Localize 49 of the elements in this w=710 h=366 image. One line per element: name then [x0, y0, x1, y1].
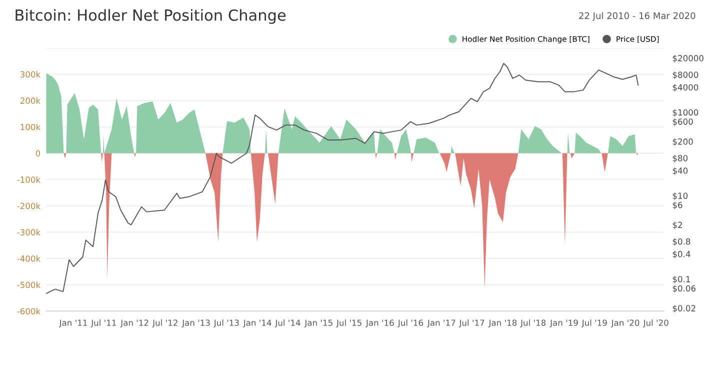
y2-tick-label: $1000: [672, 109, 698, 117]
y2-tick-label: $40: [672, 167, 688, 175]
y-tick-label: -500k: [17, 282, 41, 288]
x-tick-label: Jan '13: [182, 320, 210, 328]
chart-subtitle: 22 Jul 2010 - 16 Mar 2020: [579, 12, 696, 21]
x-tick-label: Jan '11: [58, 320, 87, 328]
y2-tick-label: $0.06: [672, 285, 696, 293]
x-tick-label: Jan '12: [120, 320, 148, 328]
y2-tick-label: $20000: [672, 54, 704, 62]
y2-tick-label: $0.1: [672, 276, 690, 284]
y-tick-label: -200k: [17, 202, 41, 210]
line-series: [46, 62, 639, 294]
y2-tick-label: $200: [672, 138, 693, 146]
x-tick-label: Jan '15: [304, 320, 332, 328]
x-tick-label: Jul '14: [274, 319, 300, 328]
chart-title: Bitcoin: Hodler Net Position Change: [16, 9, 286, 24]
x-tick-label: Jul '17: [458, 319, 484, 328]
y2-tick-label: $2: [672, 222, 682, 230]
y-tick-label: -400k: [17, 255, 41, 262]
y2-tick-label: $4000: [672, 84, 698, 92]
y-tick-label: 200k: [20, 97, 41, 104]
x-tick-label: Jul '16: [398, 319, 424, 328]
y-tick-label: 300k: [20, 71, 41, 78]
y2-tick-label: $8000: [672, 71, 698, 80]
y2-tick-label: $0.02: [672, 304, 696, 313]
x-tick-label: Jan '17: [427, 320, 456, 328]
x-tick-label: Jul '18: [520, 319, 546, 328]
y2-tick-label: $6: [672, 202, 682, 210]
x-tick-label: Jan '14: [242, 320, 272, 328]
x-tick-label: Jul '13: [213, 319, 239, 328]
y2-tick-label: $80: [672, 154, 688, 162]
y2-tick-label: $0.8: [672, 238, 690, 246]
y-tick-label: 0: [36, 150, 40, 156]
x-tick-label: Jan '18: [488, 320, 517, 328]
x-tick-label: Jan '16: [366, 320, 394, 328]
x-tick-label: Jul '12: [152, 319, 178, 328]
x-tick-label: Jul '15: [336, 319, 362, 328]
y-tick-label: -300k: [17, 228, 41, 236]
x-tick-label: Jan '19: [550, 320, 578, 328]
y-tick-label: -600k: [17, 308, 41, 314]
y2-tick-label: $10: [672, 192, 688, 200]
x-tick-label: Jul '19: [581, 319, 607, 328]
y-tick-label: 100k: [20, 124, 41, 130]
y-tick-label: -100k: [17, 176, 41, 183]
x-tick-label: Jul '11: [90, 319, 116, 328]
y2-tick-label: $600: [672, 118, 693, 126]
y2-tick-label: $0.4: [672, 250, 690, 258]
x-tick-label: Jul '20: [642, 319, 668, 328]
x-tick-label: Jan '20: [610, 320, 640, 328]
